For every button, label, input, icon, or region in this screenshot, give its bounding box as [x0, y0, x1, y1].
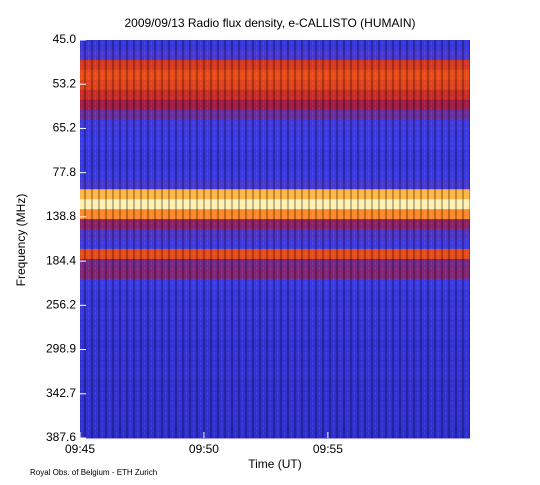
x-tick-label: 09:50: [189, 442, 219, 456]
y-axis-label: Frequency (MHz): [14, 194, 28, 287]
x-tick-label: 09:45: [65, 442, 95, 456]
texture: [80, 40, 470, 438]
footer: Royal Obs. of Belgium - ETH Zurich: [30, 468, 157, 477]
y-tick-label: 138.8: [46, 209, 76, 223]
y-tick-label: 65.2: [53, 121, 77, 135]
y-tick-label: 53.2: [53, 76, 77, 90]
x-tick-label: 09:55: [313, 442, 343, 456]
y-tick-label: 256.2: [46, 298, 76, 312]
y-tick-label: 342.7: [46, 386, 76, 400]
x-axis-label: Time (UT): [248, 457, 302, 471]
y-tick-label: 184.4: [46, 253, 76, 267]
y-tick-label: 298.9: [46, 342, 76, 356]
y-tick-label: 387.6: [46, 430, 76, 444]
y-tick-label: 45.0: [53, 32, 77, 46]
y-tick-label: 77.8: [53, 165, 77, 179]
chart-title: 2009/09/13 Radio flux density, e-CALLIST…: [124, 16, 415, 30]
